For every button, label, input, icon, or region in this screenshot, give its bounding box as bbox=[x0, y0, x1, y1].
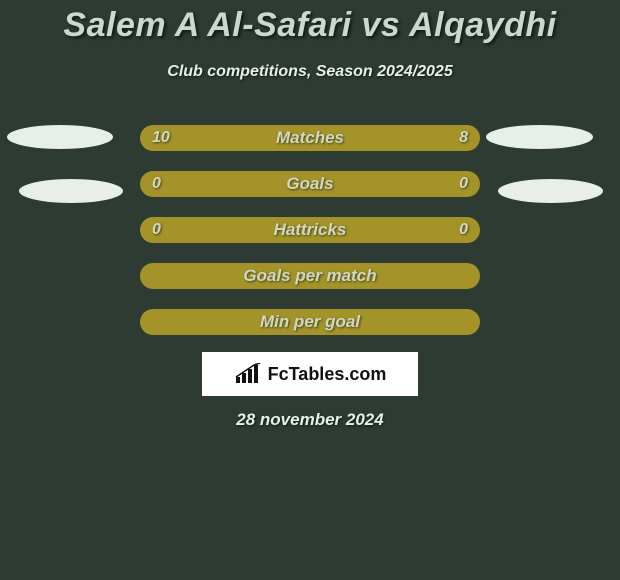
avatar-left-a bbox=[7, 125, 113, 149]
stat-value-right: 0 bbox=[459, 221, 468, 239]
avatar-left-b bbox=[19, 179, 123, 203]
stat-row: Goals0 0 bbox=[140, 171, 480, 197]
snapshot-date: 28 november 2024 bbox=[0, 410, 620, 430]
stat-row: Goals per match bbox=[140, 263, 480, 289]
bars-icon bbox=[234, 363, 262, 385]
stat-label: Min per goal bbox=[140, 312, 480, 332]
stat-label: Hattricks bbox=[140, 220, 480, 240]
stat-label: Goals bbox=[140, 174, 480, 194]
stat-value-left: 10 bbox=[152, 129, 170, 147]
stat-value-right: 0 bbox=[459, 175, 468, 193]
stat-row: Min per goal bbox=[140, 309, 480, 335]
avatar-right-b bbox=[498, 179, 603, 203]
stat-value-left: 0 bbox=[152, 221, 161, 239]
stat-label: Matches bbox=[140, 128, 480, 148]
subtitle-text: Club competitions, Season 2024/2025 bbox=[167, 63, 452, 80]
comparison-card: Salem A Al-Safari vs Alqaydhi Club compe… bbox=[0, 0, 620, 580]
stat-row: Matches10 8 bbox=[140, 125, 480, 151]
stat-row: Hattricks0 0 bbox=[140, 217, 480, 243]
stat-value-right: 8 bbox=[459, 129, 468, 147]
source-logo-text: FcTables.com bbox=[268, 364, 387, 385]
source-logo: FcTables.com bbox=[202, 352, 418, 396]
subtitle: Club competitions, Season 2024/2025 bbox=[0, 63, 620, 81]
stat-value-left: 0 bbox=[152, 175, 161, 193]
page-title: Salem A Al-Safari vs Alqaydhi bbox=[0, 6, 620, 45]
page-title-text: Salem A Al-Safari vs Alqaydhi bbox=[63, 6, 556, 44]
avatar-right-a bbox=[486, 125, 593, 149]
snapshot-date-text: 28 november 2024 bbox=[236, 410, 383, 429]
stat-label: Goals per match bbox=[140, 266, 480, 286]
